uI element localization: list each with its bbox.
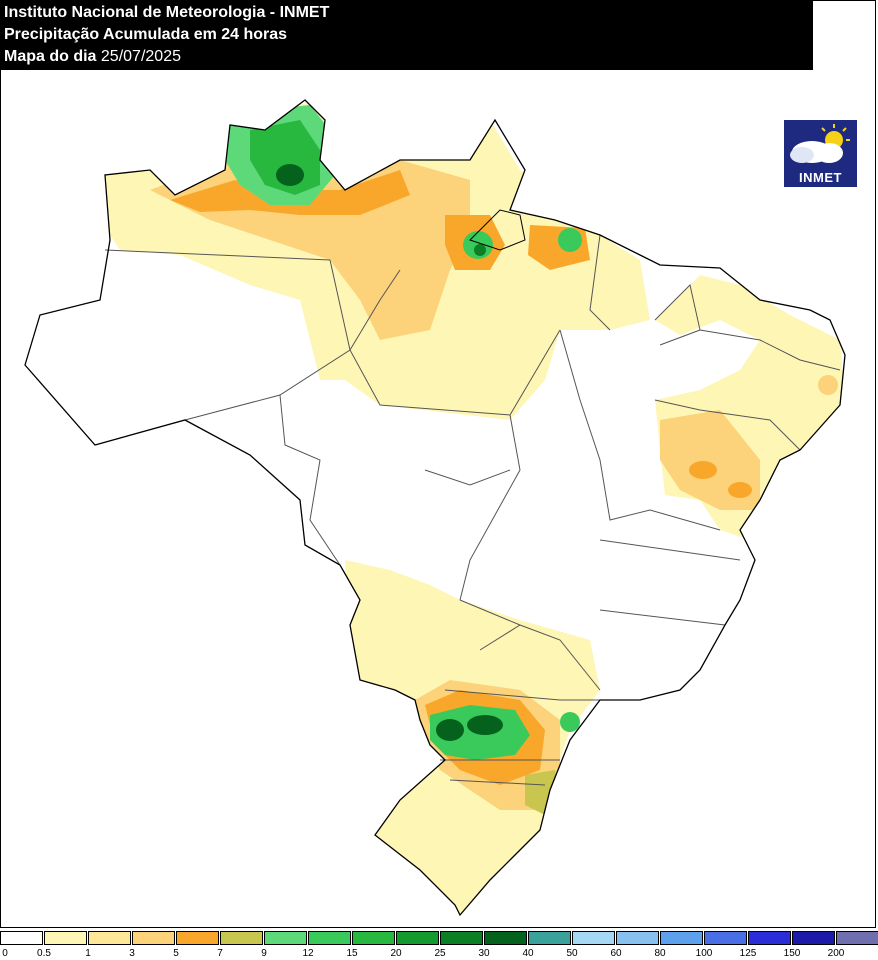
legend-label: 0.5 [37, 948, 51, 959]
legend-swatch [572, 931, 615, 945]
legend-label: 0 [2, 948, 8, 959]
legend-label: 100 [695, 948, 713, 959]
legend-label: 25 [434, 948, 446, 959]
sergipe-orange-spot [818, 375, 838, 395]
map-header: Instituto Nacional de Meteorologia - INM… [0, 0, 813, 70]
bahia-orange-spot-2 [728, 482, 752, 498]
precipitation-map [24, 99, 846, 917]
legend-label: 15 [346, 948, 358, 959]
inmet-logo-text: INMET [799, 170, 842, 185]
legend-swatch [88, 931, 131, 945]
legend-label: 40 [522, 948, 534, 959]
map-date-label: Mapa do dia [4, 48, 97, 65]
legend-swatch [528, 931, 571, 945]
legend-swatch [264, 931, 307, 945]
legend-swatch [44, 931, 87, 945]
legend-label: 60 [610, 948, 622, 959]
legend-swatch [792, 931, 835, 945]
legend-label: 3 [129, 948, 135, 959]
maranhao-green-spot [558, 228, 582, 252]
state-borders [104, 234, 841, 786]
roraima-core [276, 164, 304, 186]
legend-color-bar [0, 931, 878, 945]
parana-green-core-2 [467, 715, 503, 735]
legend-label: 125 [739, 948, 757, 959]
map-date: 25/07/2025 [100, 48, 181, 65]
legend-swatch [836, 931, 878, 945]
legend-swatch [396, 931, 439, 945]
legend-swatch [748, 931, 791, 945]
institute-name: Instituto Nacional de Meteorologia - INM… [4, 4, 330, 21]
legend-label: 200 [827, 948, 845, 959]
legend-swatch [440, 931, 483, 945]
legend-swatch [220, 931, 263, 945]
brazil-border [24, 99, 846, 917]
legend-swatch [132, 931, 175, 945]
legend-label: 150 [783, 948, 801, 959]
legend-label: 50 [566, 948, 578, 959]
map-subtitle: Precipitação Acumulada em 24 horas [4, 26, 288, 43]
legend-label: 9 [261, 948, 267, 959]
cloud-sun-icon [790, 124, 850, 163]
para-green-core [474, 244, 486, 256]
map-date-line: Mapa do dia 25/07/2025 [4, 46, 809, 68]
legend-label: 80 [654, 948, 666, 959]
legend-swatch [484, 931, 527, 945]
marajo-island [469, 209, 526, 251]
legend-swatch [176, 931, 219, 945]
legend-swatch [660, 931, 703, 945]
legend-label: 7 [217, 948, 223, 959]
parana-green-core-1 [436, 719, 464, 741]
legend-label: 5 [173, 948, 179, 959]
inmet-logo: INMET [784, 120, 857, 187]
legend-swatch [308, 931, 351, 945]
legend-label: 12 [302, 948, 314, 959]
parana-green-spot [560, 712, 580, 732]
legend-swatch [616, 931, 659, 945]
legend-swatch [0, 931, 43, 945]
legend-label: 30 [478, 948, 490, 959]
bahia-orange-spot-1 [689, 461, 717, 479]
legend-swatch [704, 931, 747, 945]
legend-swatch [352, 931, 395, 945]
precipitation-legend: 0 0.5 1 3 5 7 9 12 15 20 25 30 40 50 60 80 100 125 150 200 [0, 931, 878, 960]
legend-labels: 0 0.5 1 3 5 7 9 12 15 20 25 30 40 50 60 80 100 125 150 200 [0, 948, 878, 960]
legend-label: 1 [85, 948, 91, 959]
legend-label: 20 [390, 948, 402, 959]
